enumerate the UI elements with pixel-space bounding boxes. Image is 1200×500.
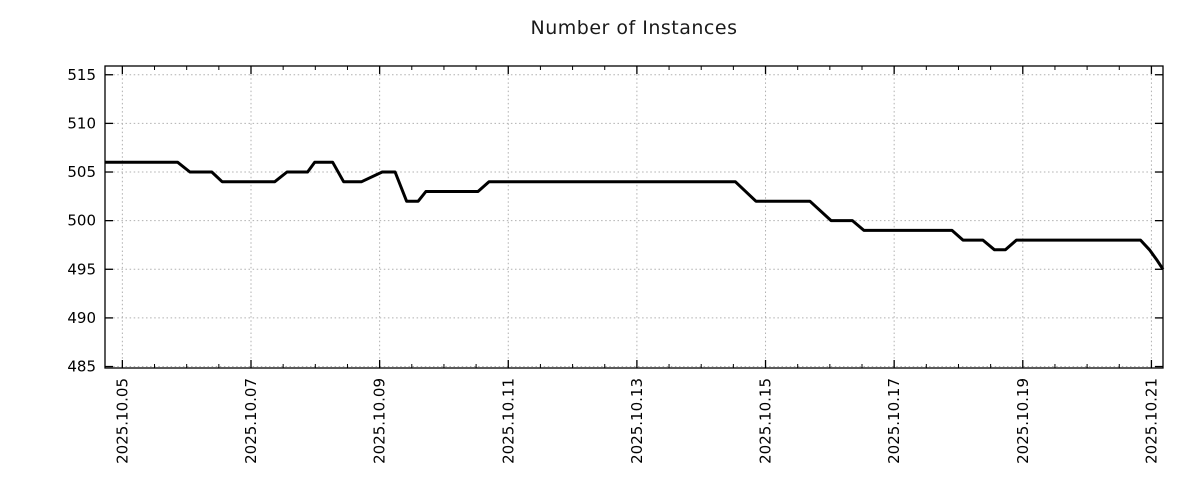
x-tick-label: 2025.10.13	[628, 378, 646, 464]
plot-border	[104, 65, 1164, 369]
y-tick-label: 510	[67, 114, 96, 132]
y-tick-label: 485	[67, 358, 96, 376]
y-tick-label: 515	[67, 66, 96, 84]
x-tick-label: 2025.10.19	[1014, 378, 1032, 464]
y-tick-label: 490	[67, 309, 96, 327]
y-tick-label: 500	[67, 212, 96, 230]
x-tick-label: 2025.10.15	[757, 378, 775, 464]
x-tick-label: 2025.10.11	[499, 378, 517, 464]
x-tick-label: 2025.10.21	[1142, 378, 1160, 464]
x-tick-label: 2025.10.07	[242, 378, 260, 464]
x-tick-label: 2025.10.17	[885, 378, 903, 464]
x-tick-label: 2025.10.09	[371, 378, 389, 464]
y-tick-label: 495	[67, 260, 96, 278]
chart-title: Number of Instances	[530, 17, 738, 39]
y-tick-label: 505	[67, 163, 96, 181]
series-line-number-of-instances	[105, 160, 1165, 271]
x-tick-label: 2025.10.05	[113, 378, 131, 464]
